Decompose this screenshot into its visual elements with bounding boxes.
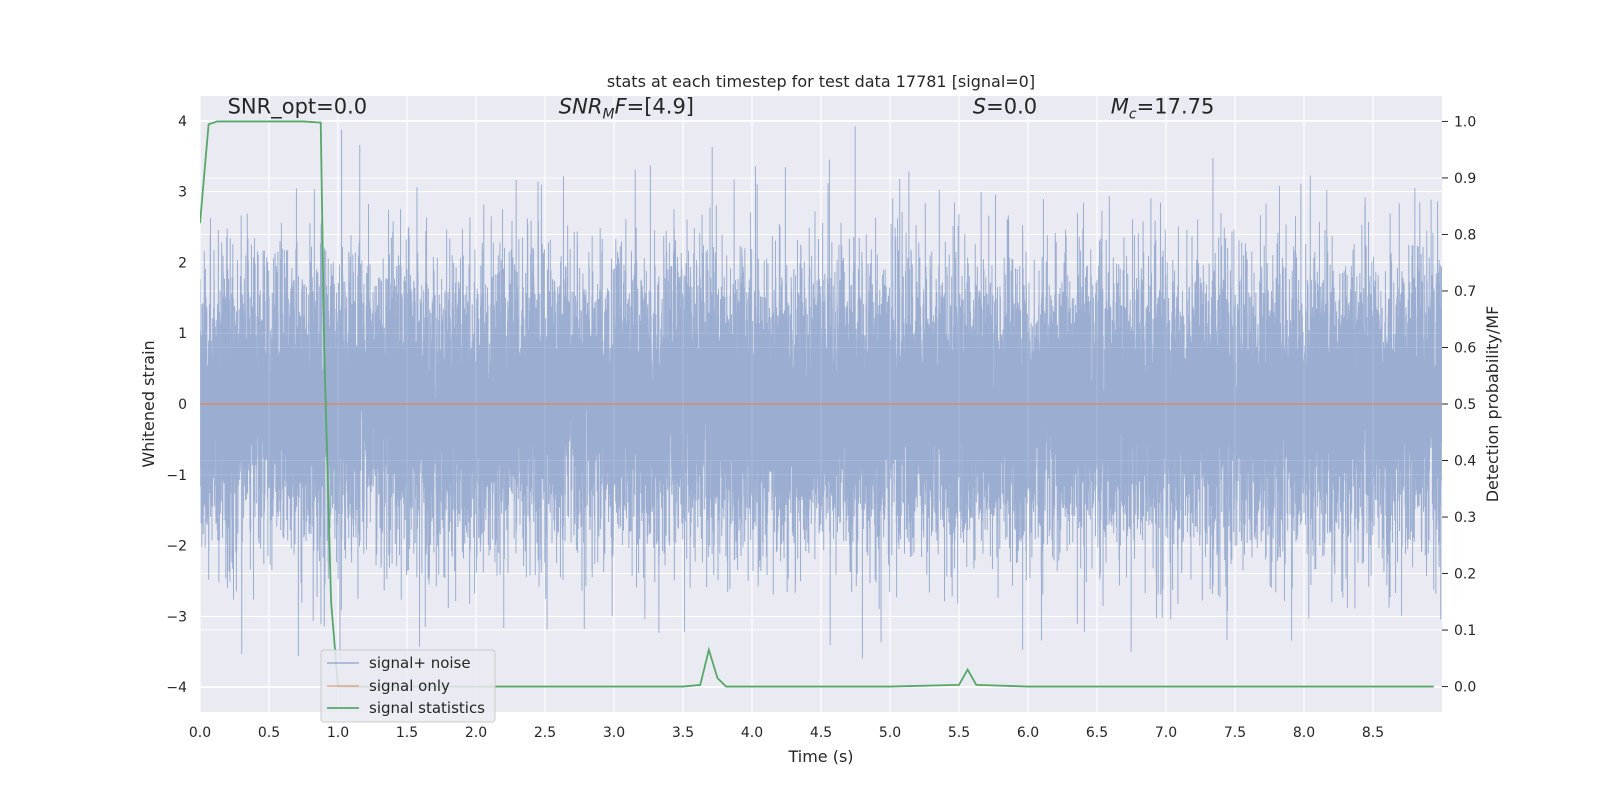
x-tick-label: 5.0 [879, 725, 901, 741]
x-tick-label: 7.0 [1155, 725, 1177, 741]
x-tick-label: 1.5 [396, 725, 418, 741]
signal-statistics-series [200, 120, 1434, 688]
y-tick-label: −3 [166, 609, 187, 625]
y-right-tick-label: 0.4 [1454, 454, 1476, 470]
y-right-tick-label: 0.7 [1454, 284, 1476, 300]
x-tick-label: 6.0 [1017, 725, 1039, 741]
signal-noise-line [200, 126, 1442, 661]
x-tick-label: 6.5 [1086, 725, 1108, 741]
y-right-tick-label: 0.9 [1454, 171, 1476, 187]
x-tick-label: 0.5 [258, 725, 280, 741]
y-tick-label: −1 [166, 468, 187, 484]
y-right-tick-label: 0.0 [1454, 680, 1476, 696]
y-tick-label: −4 [166, 680, 187, 696]
y-right-tick-label: 0.6 [1454, 340, 1476, 356]
annotation-2: S=0.0 [973, 95, 1037, 119]
x-tick-label: 3.5 [672, 725, 694, 741]
legend-label-signal-statistics: signal statistics [369, 699, 485, 717]
x-tick-label: 4.5 [810, 725, 832, 741]
x-tick-label: 0.0 [189, 725, 211, 741]
x-tick-label: 2.0 [465, 725, 487, 741]
y-right-tick-label: 0.2 [1454, 567, 1476, 583]
y-tick-label: −2 [166, 539, 187, 555]
y-right-tick-label: 0.5 [1454, 397, 1476, 413]
x-axis-ticks: 0.0 0.5 1.0 1.5 2.0 2.5 3.0 3.5 4.0 4.5 5.0 5.5 6.0 6… [189, 725, 1384, 741]
legend-box [320, 649, 496, 723]
x-tick-label: 1.0 [327, 725, 349, 741]
x-tick-label: 7.5 [1224, 725, 1246, 741]
chart-title: stats at each timestep for test data 177… [607, 72, 1035, 91]
y-right-tick-label: 1.0 [1454, 114, 1476, 130]
y-axis-label: Whitened strain [139, 340, 158, 467]
y-right-axis-label: Detection probability/MF [1483, 306, 1502, 503]
y-tick-label: 0 [178, 397, 187, 413]
y-tick-label: 3 [178, 185, 187, 201]
signal-statistics-line [200, 120, 1434, 688]
y-tick-label: 1 [178, 326, 187, 342]
x-tick-label: 8.0 [1293, 725, 1315, 741]
y-right-axis-ticks: 1.0 0.9 0.8 0.7 0.6 0.5 0.4 0.3 0.2 0.1 0.0 [1442, 114, 1476, 696]
annotation-1: SNRMF=[4.9] [559, 95, 694, 123]
annotation-0: SNR_opt=0.0 [228, 95, 368, 120]
x-tick-label: 4.0 [741, 725, 763, 741]
x-tick-label: 2.5 [534, 725, 556, 741]
annotations: SNR_opt=0.0 SNRMF=[4.9] S=0.0 Mc=17.75 [228, 95, 1215, 123]
y-right-tick-label: 0.8 [1454, 227, 1476, 243]
x-tick-label: 5.5 [948, 725, 970, 741]
y-axis-ticks: 4 3 2 1 0 −1 −2 −3 −4 [166, 114, 187, 696]
legend-label-signal-only: signal only [369, 677, 450, 695]
annotation-3: Mc=17.75 [1111, 95, 1215, 123]
y-right-tick-label: 0.3 [1454, 510, 1476, 526]
y-right-tick-label: 0.1 [1454, 623, 1476, 639]
x-tick-label: 3.0 [603, 725, 625, 741]
y-tick-label: 2 [178, 255, 187, 271]
signal-noise-series [200, 126, 1442, 661]
y-tick-label: 4 [178, 114, 187, 130]
x-axis-label: Time (s) [787, 747, 853, 766]
x-tick-label: 8.5 [1362, 725, 1384, 741]
legend: signal+ noise signal only signal statist… [320, 649, 496, 723]
legend-label-signal-noise: signal+ noise [369, 654, 471, 672]
